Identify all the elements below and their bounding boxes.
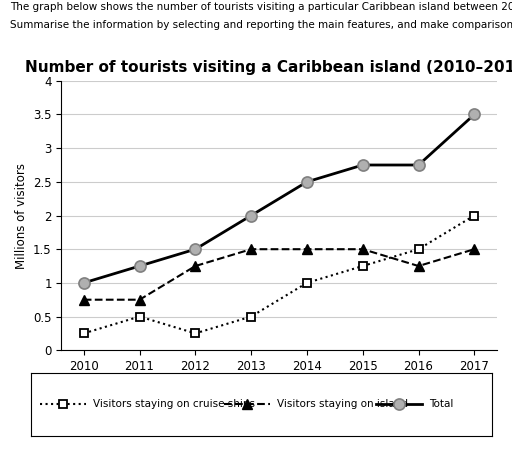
Text: Summarise the information by selecting and reporting the main features, and make: Summarise the information by selecting a… [10,20,512,30]
Y-axis label: Millions of visitors: Millions of visitors [14,163,28,269]
Text: Total: Total [429,399,454,409]
Text: The graph below shows the number of tourists visiting a particular Caribbean isl: The graph below shows the number of tour… [10,2,512,12]
Text: Visitors staying on cruise ships: Visitors staying on cruise ships [93,399,255,409]
Text: Visitors staying on island: Visitors staying on island [278,399,408,409]
Title: Number of tourists visiting a Caribbean island (2010–2017): Number of tourists visiting a Caribbean … [25,61,512,75]
